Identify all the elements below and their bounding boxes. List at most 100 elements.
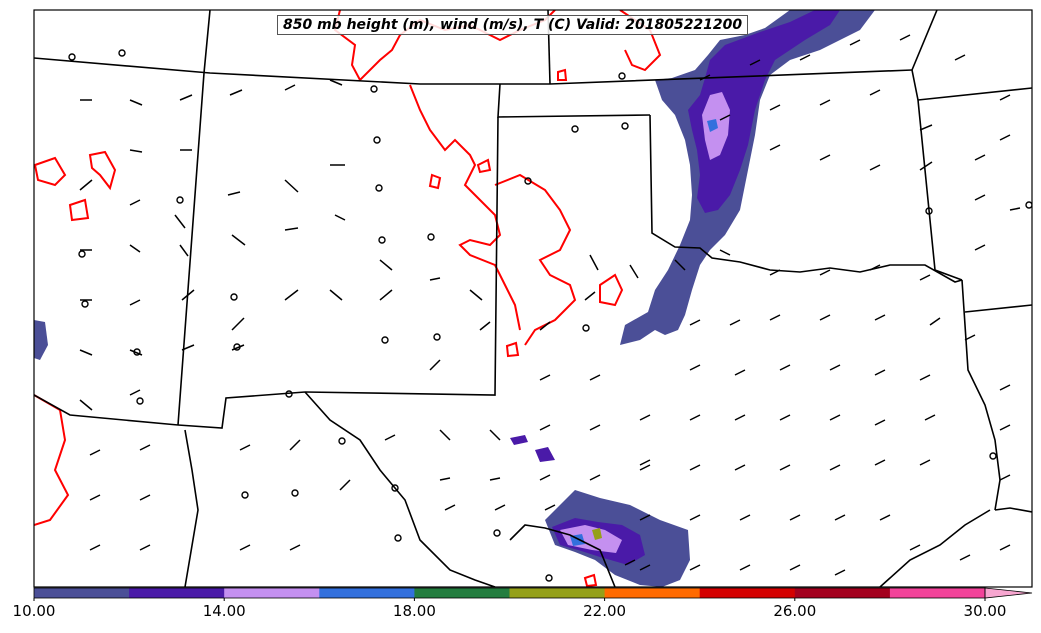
contour-small1 xyxy=(428,173,442,190)
contour-panhandle xyxy=(409,84,521,331)
calm-wind-markers xyxy=(68,49,1032,582)
contour-oklahoma xyxy=(494,173,577,346)
calm-marker xyxy=(433,333,441,341)
calm-marker xyxy=(373,136,381,144)
contour-west-loop2 xyxy=(88,150,117,191)
contour-west-loop xyxy=(34,156,67,187)
border-panhandle xyxy=(497,83,651,118)
calm-marker xyxy=(370,85,378,93)
calm-marker xyxy=(989,452,997,460)
colorbar-bin xyxy=(889,588,986,598)
border-colorado-east xyxy=(177,10,211,426)
coast-gulf-tx xyxy=(879,509,991,587)
shade-region-texas-spot2 xyxy=(592,528,602,540)
shade-region-west xyxy=(34,320,48,360)
border-nm-south xyxy=(177,391,306,429)
calm-marker xyxy=(524,177,532,185)
barb xyxy=(79,164,596,371)
border-az-nm xyxy=(34,394,179,426)
calm-marker xyxy=(133,348,141,356)
calm-marker xyxy=(338,437,346,445)
colorbar xyxy=(33,587,1033,601)
colorbar-bin xyxy=(414,588,510,598)
calm-marker xyxy=(136,397,144,405)
border-arkansas xyxy=(911,69,963,281)
wind-barbs xyxy=(79,34,1021,576)
calm-marker xyxy=(81,300,89,308)
border-rio-grande-south xyxy=(509,524,616,587)
contour-small4 xyxy=(505,341,520,358)
border-mississippi xyxy=(911,10,938,71)
colorbar-bin xyxy=(129,588,225,598)
calm-marker xyxy=(545,574,553,582)
barb xyxy=(439,424,931,576)
border-louisiana xyxy=(964,304,1032,313)
calm-marker xyxy=(427,233,435,241)
contour-small5 xyxy=(583,573,598,587)
calm-marker xyxy=(621,122,629,130)
calm-marker xyxy=(378,236,386,244)
calm-marker xyxy=(230,293,238,301)
contour-small3 xyxy=(557,68,568,81)
shade-region-inner xyxy=(688,10,840,213)
calm-marker xyxy=(381,336,389,344)
colorbar-bin xyxy=(794,588,891,598)
barb xyxy=(79,79,396,551)
border-ok-tx-red-river xyxy=(649,114,963,283)
barb xyxy=(589,89,1021,281)
colorbar-bin xyxy=(34,588,130,598)
calm-marker xyxy=(118,49,126,57)
colorbar-tick-label: 18.00 xyxy=(392,602,436,620)
colorbar-bin xyxy=(604,588,701,598)
calm-marker xyxy=(493,529,501,537)
border-mexico-rio-grande xyxy=(304,391,496,587)
colorbar-tick-label: 14.00 xyxy=(202,602,246,620)
colorbar-bin xyxy=(224,588,320,598)
colorbar-extend-arrow xyxy=(984,587,1033,599)
colorbar-tick-label: 26.00 xyxy=(773,602,817,620)
shade-region-texas-core xyxy=(560,525,622,553)
border-arizona-west xyxy=(184,429,199,587)
calm-marker xyxy=(285,390,293,398)
shade-region-north xyxy=(620,10,875,345)
border-kansas-north xyxy=(34,57,913,85)
border-missouri xyxy=(917,87,1032,101)
calm-marker xyxy=(375,184,383,192)
border-nm-tx xyxy=(304,116,499,396)
calm-marker xyxy=(582,324,590,332)
calm-marker xyxy=(925,207,933,215)
map-title: 850 mb height (m), wind (m/s), T (C) Val… xyxy=(277,15,749,35)
calm-marker xyxy=(394,534,402,542)
calm-marker xyxy=(68,53,76,61)
shade-region-central xyxy=(510,435,555,462)
calm-marker xyxy=(78,250,86,258)
shaded-regions xyxy=(34,10,875,587)
calm-marker xyxy=(291,489,299,497)
state-borders xyxy=(34,10,1032,587)
calm-marker xyxy=(1025,201,1032,209)
barb xyxy=(444,34,1011,566)
contour-loop1 xyxy=(599,273,624,307)
calm-marker xyxy=(233,343,241,351)
barb xyxy=(539,314,941,426)
colorbar-bin xyxy=(319,588,415,598)
contour-west xyxy=(34,394,70,526)
colorbar-outline xyxy=(33,587,986,599)
colorbar-tick-label: 10.00 xyxy=(12,602,56,620)
colorbar-tick-label: 22.00 xyxy=(583,602,627,620)
colorbar-tick-label: 30.00 xyxy=(963,602,1007,620)
border-louisiana-tx xyxy=(961,279,1001,511)
map-frame xyxy=(33,9,1033,588)
calm-marker xyxy=(176,196,184,204)
calm-marker xyxy=(618,72,626,80)
shade-region-spot xyxy=(707,119,718,132)
colorbar-bin xyxy=(509,588,606,598)
calm-marker xyxy=(391,484,399,492)
contour-west-loop3 xyxy=(68,198,90,222)
colorbar-bin xyxy=(699,588,796,598)
calm-marker xyxy=(571,125,579,133)
contour-small2 xyxy=(476,158,492,174)
coast-gulf xyxy=(994,507,1032,513)
calm-marker xyxy=(241,491,249,499)
